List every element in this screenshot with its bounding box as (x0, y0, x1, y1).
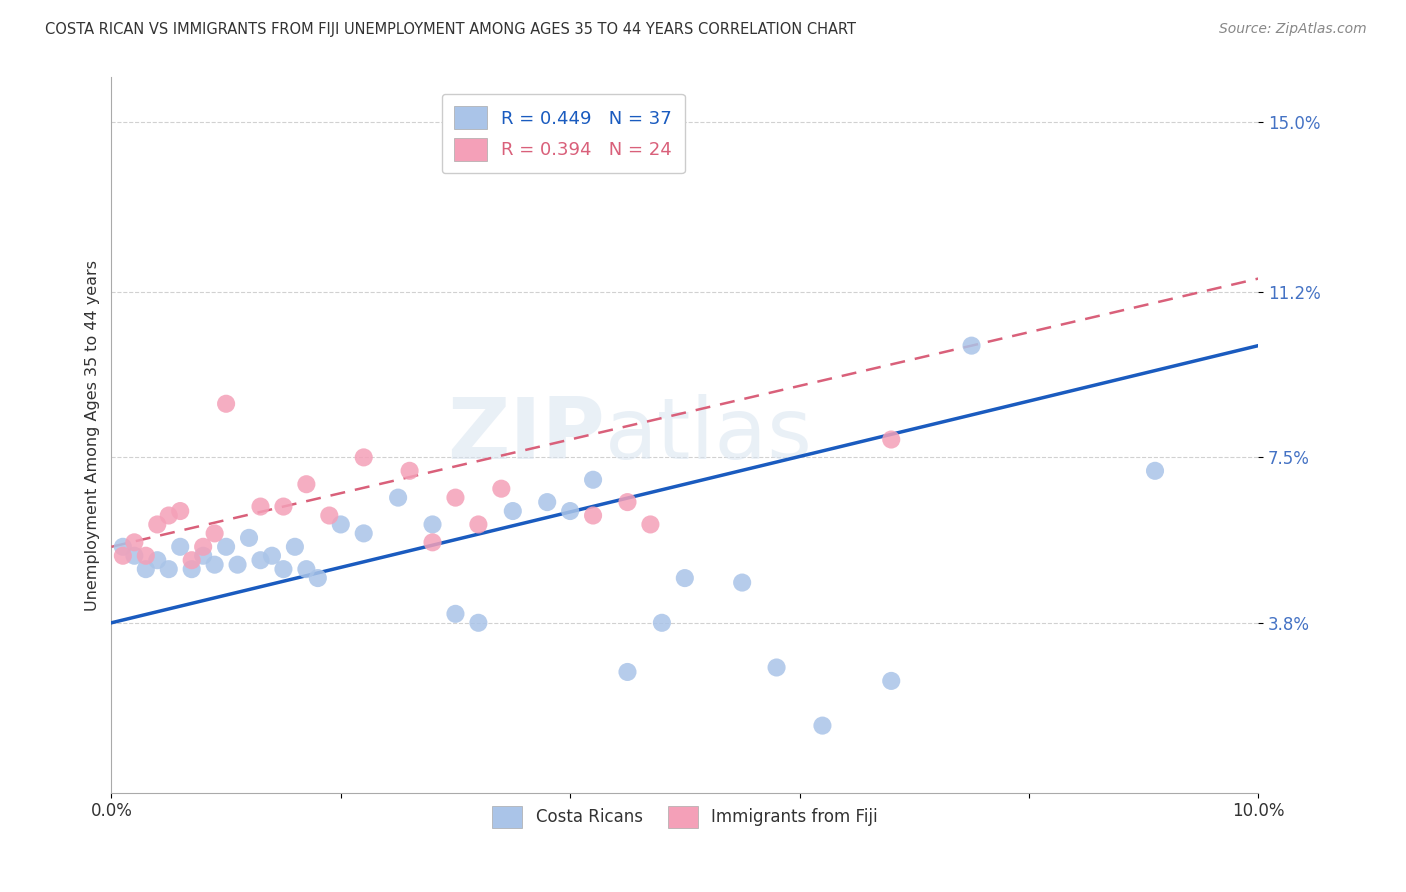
Point (307, 571, 329, 585)
Point (880, 433, 903, 447)
Point (157, 508, 180, 523)
Point (146, 517, 169, 532)
Text: atlas: atlas (605, 393, 813, 476)
Point (616, 495, 638, 509)
Point (811, 718, 834, 732)
Point (560, 504, 582, 518)
Point (111, 540, 134, 554)
Point (960, 338, 983, 352)
Point (226, 558, 249, 572)
Point (640, 517, 662, 532)
Point (238, 531, 260, 545)
Point (731, 575, 754, 590)
Point (169, 540, 191, 554)
Point (582, 473, 605, 487)
Point (249, 500, 271, 514)
Point (146, 553, 169, 567)
Point (191, 549, 214, 563)
Point (135, 549, 157, 563)
Point (398, 464, 420, 478)
Y-axis label: Unemployment Among Ages 35 to 44 years: Unemployment Among Ages 35 to 44 years (86, 260, 100, 610)
Point (273, 562, 295, 576)
Point (422, 535, 444, 549)
Point (1143, 464, 1166, 478)
Point (204, 558, 226, 572)
Point (582, 508, 605, 523)
Point (422, 517, 444, 532)
Point (180, 562, 202, 576)
Point (135, 562, 157, 576)
Point (318, 508, 340, 523)
Point (249, 553, 271, 567)
Point (111, 549, 134, 563)
Point (765, 660, 787, 674)
Point (616, 665, 638, 679)
Point (273, 500, 295, 514)
Point (260, 549, 283, 563)
Point (651, 615, 673, 630)
Point (502, 504, 524, 518)
Point (880, 673, 903, 688)
Point (284, 540, 307, 554)
Point (491, 482, 513, 496)
Point (191, 540, 214, 554)
Point (444, 607, 467, 621)
Point (180, 553, 202, 567)
Point (124, 535, 146, 549)
Point (169, 504, 191, 518)
Legend: Costa Ricans, Immigrants from Fiji: Costa Ricans, Immigrants from Fiji (485, 799, 884, 834)
Point (204, 526, 226, 541)
Point (157, 562, 180, 576)
Point (387, 491, 409, 505)
Text: ZIP: ZIP (447, 393, 605, 476)
Point (673, 571, 696, 585)
Text: COSTA RICAN VS IMMIGRANTS FROM FIJI UNEMPLOYMENT AMONG AGES 35 TO 44 YEARS CORRE: COSTA RICAN VS IMMIGRANTS FROM FIJI UNEM… (45, 22, 856, 37)
Point (353, 450, 375, 465)
Point (467, 615, 489, 630)
Point (215, 397, 238, 411)
Point (295, 477, 318, 491)
Point (215, 540, 238, 554)
Point (444, 491, 467, 505)
Point (329, 517, 352, 532)
Point (124, 549, 146, 563)
Point (295, 562, 318, 576)
Point (353, 526, 375, 541)
Point (467, 517, 489, 532)
Point (536, 495, 558, 509)
Text: Source: ZipAtlas.com: Source: ZipAtlas.com (1219, 22, 1367, 37)
